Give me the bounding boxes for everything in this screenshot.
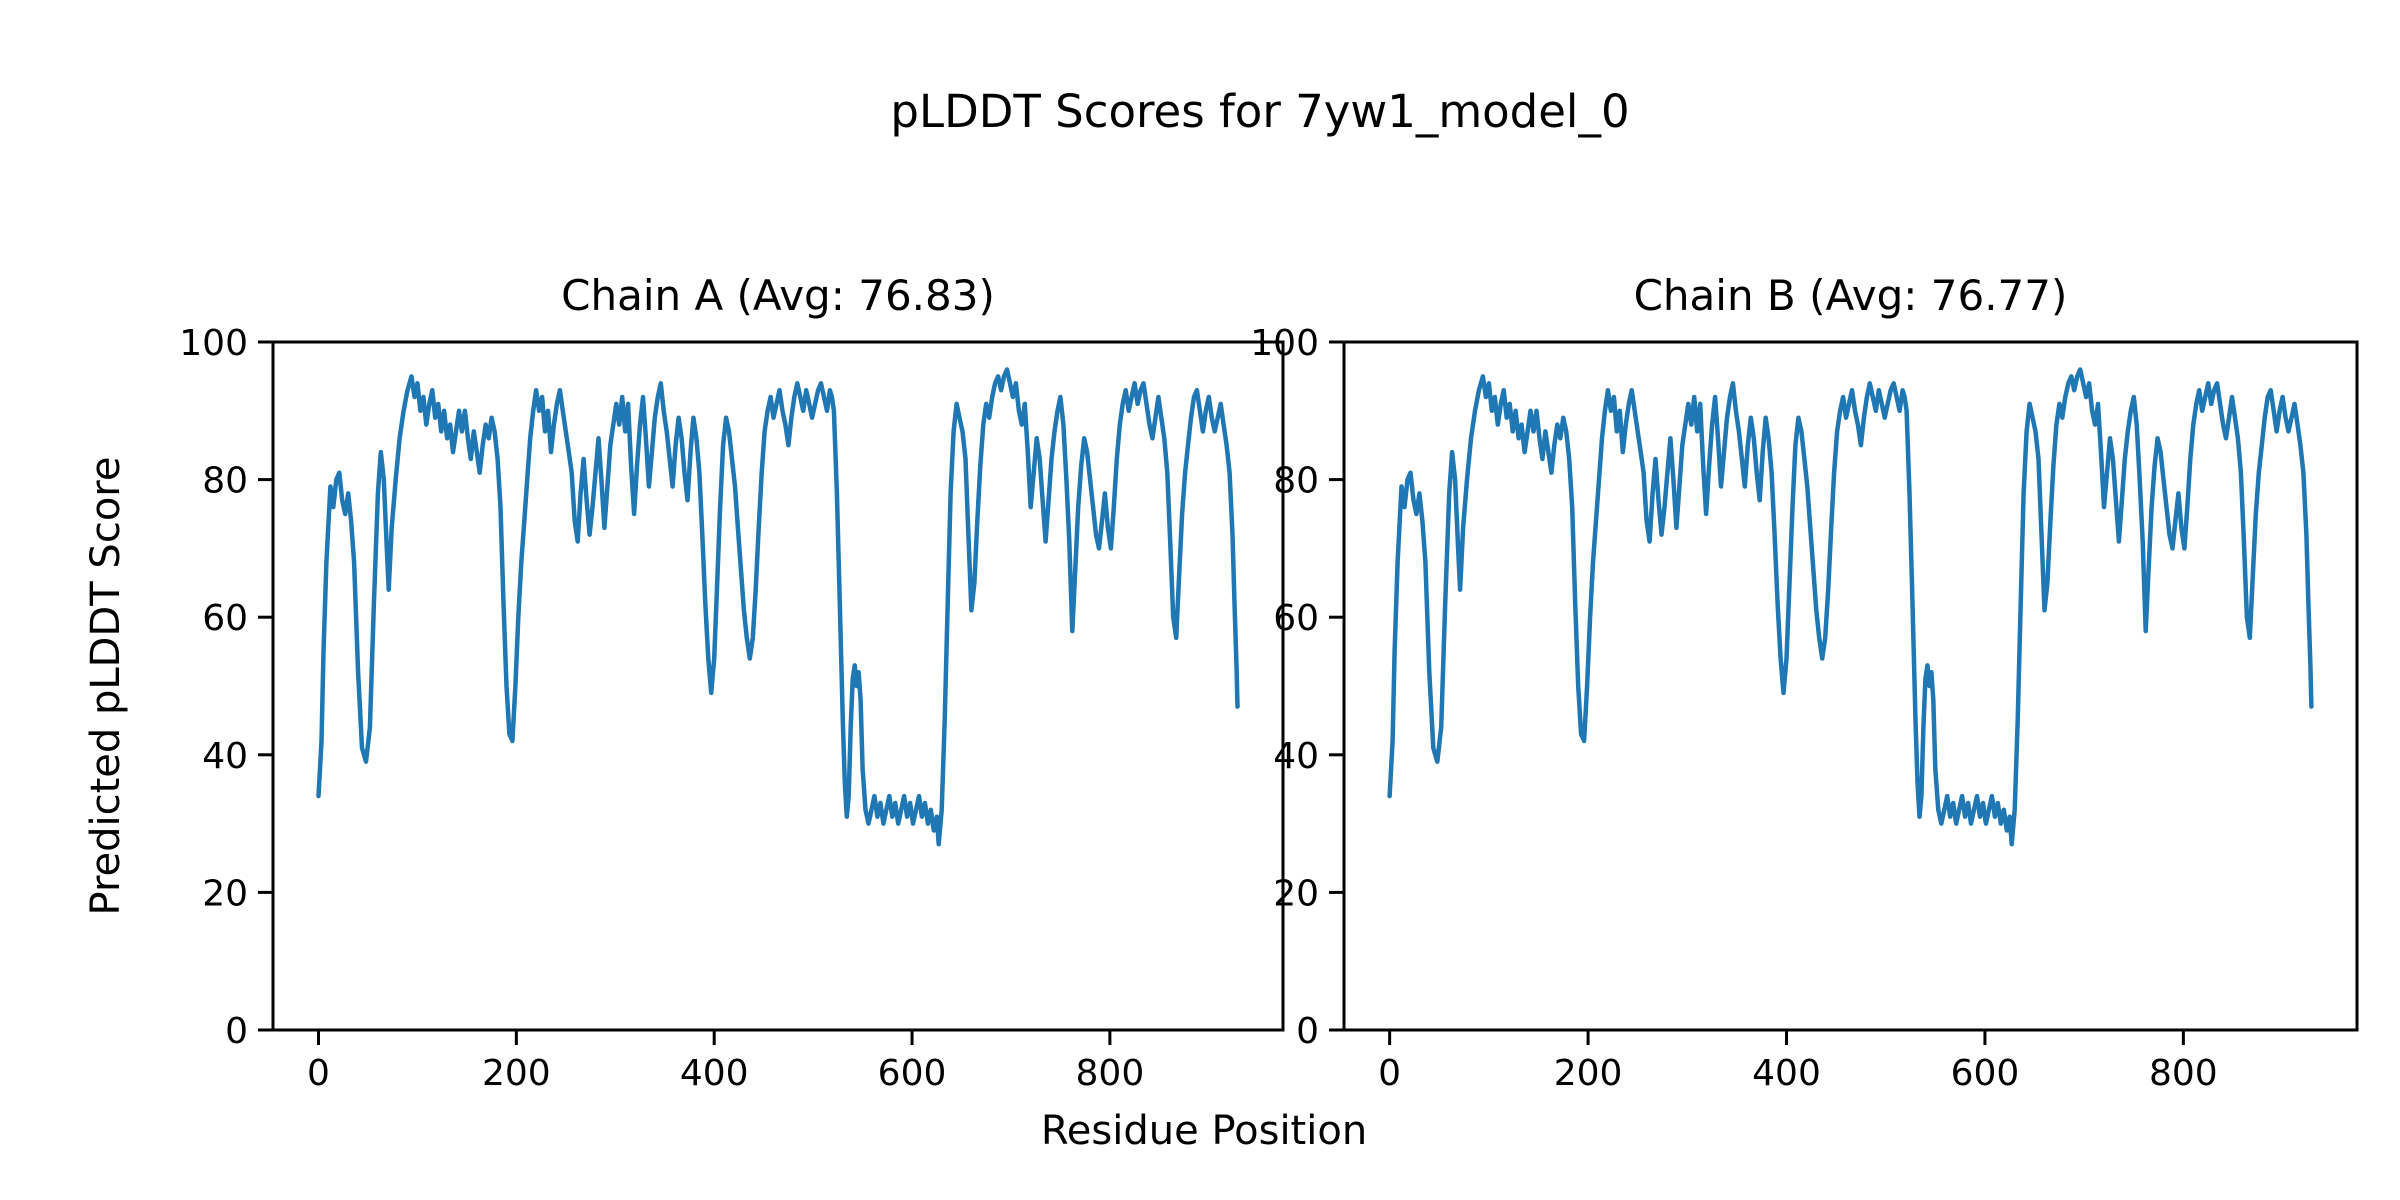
y-tick-label: 80 [1273,461,1319,502]
x-tick-label: 200 [1554,1053,1623,1094]
y-tick-label: 40 [1273,736,1319,777]
axes-chain-b: 0 200 400 600 800 0 20 40 60 80 100 [1250,323,2359,1094]
subplot-title-chain-b: Chain B (Avg: 76.77) [1633,271,2068,320]
y-tick-label: 60 [202,598,248,639]
x-tick-label: 800 [1076,1053,1145,1094]
x-tick-label: 800 [2149,1053,2218,1094]
y-tick-label: 20 [202,873,248,914]
y-tick-label: 100 [1250,323,1319,364]
axes-chain-a: 0 200 400 600 800 0 20 40 60 80 100 [179,323,1285,1094]
plddt-line-chain-a [316,367,1240,847]
x-tick-label: 400 [680,1053,749,1094]
y-tick-label: 20 [1273,873,1319,914]
x-axis-label: Residue Position [1040,1108,1368,1154]
subplot-title-chain-a: Chain A (Avg: 76.83) [561,271,995,320]
x-tick-label: 600 [1951,1053,2020,1094]
y-tick-label: 0 [1296,1011,1319,1052]
plot-box [1342,340,2359,1032]
y-tick-label: 60 [1273,598,1319,639]
y-tick-label: 100 [179,323,248,364]
x-tick-label: 200 [482,1053,551,1094]
x-tick-label: 0 [1378,1053,1401,1094]
y-tick-label: 80 [202,461,248,502]
y-tick-label: 0 [225,1011,248,1052]
x-tick-label: 0 [307,1053,330,1094]
plddt-line-chain-b [1387,367,2314,847]
figure-title: pLDDT Scores for 7yw1_model_0 [890,85,1630,138]
x-tick-label: 600 [878,1053,947,1094]
y-tick-label: 40 [202,736,248,777]
plot-box [271,340,1285,1032]
x-tick-label: 400 [1752,1053,1821,1094]
